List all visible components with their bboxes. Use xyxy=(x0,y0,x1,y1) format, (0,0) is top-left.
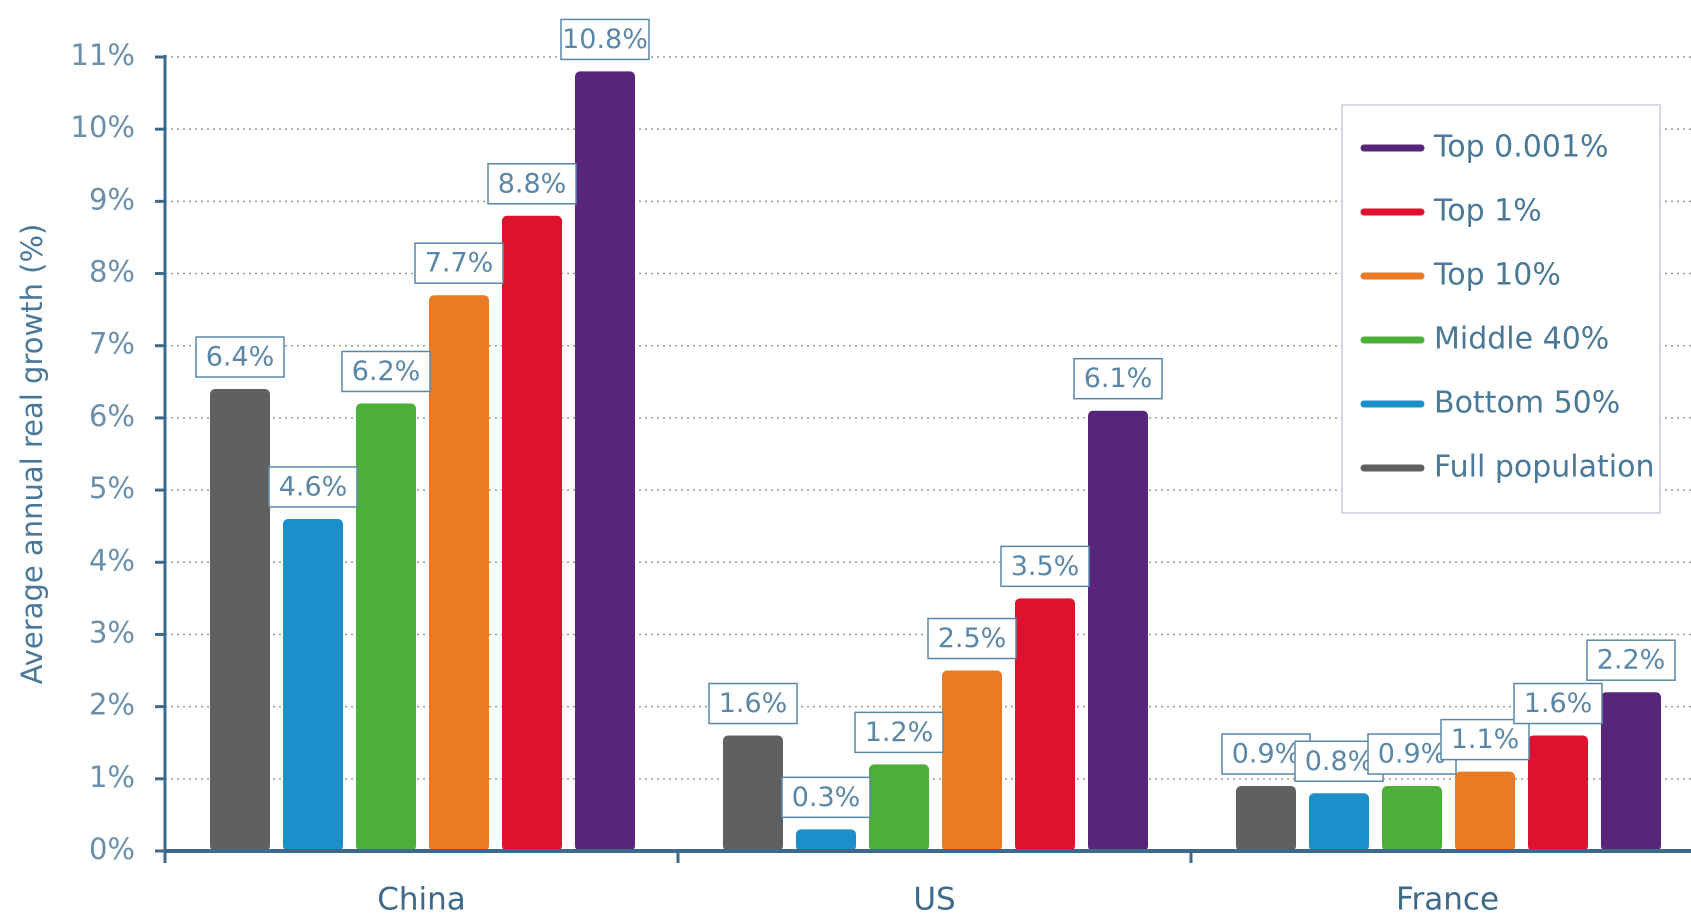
value-label-box xyxy=(195,336,285,378)
bar xyxy=(502,215,562,852)
value-label-box xyxy=(927,617,1017,660)
bar xyxy=(356,403,416,851)
value-label-box xyxy=(1586,639,1676,681)
x-tick-label: US xyxy=(913,882,955,918)
y-tick-label: 3% xyxy=(89,615,135,649)
value-label: 0.8% xyxy=(1305,746,1374,777)
x-tick-label: France xyxy=(1396,882,1499,918)
bar xyxy=(723,735,783,851)
value-label-box xyxy=(341,350,431,393)
value-label-box xyxy=(560,18,650,61)
value-label-box xyxy=(708,682,798,725)
value-label: 6.1% xyxy=(1084,363,1153,394)
legend-label: Top 0.001% xyxy=(1433,130,1609,165)
value-label: 1.1% xyxy=(1451,724,1520,755)
bar xyxy=(210,389,270,851)
value-label: 1.6% xyxy=(1524,688,1593,719)
y-tick-label: 2% xyxy=(89,688,135,722)
value-label: 6.4% xyxy=(206,342,275,373)
value-label-box xyxy=(1073,357,1163,400)
x-tick-label: China xyxy=(377,882,466,918)
legend-label: Top 1% xyxy=(1433,194,1542,229)
bar xyxy=(429,295,489,851)
legend-label: Middle 40% xyxy=(1434,322,1609,357)
legend-label: Full population xyxy=(1434,450,1654,485)
value-label-box xyxy=(781,776,871,819)
y-axis-label: Average annual real growth (%) xyxy=(15,224,49,685)
bar xyxy=(796,829,856,851)
value-label: 6.2% xyxy=(352,356,421,387)
bar xyxy=(1236,786,1296,851)
value-label-box xyxy=(268,466,358,508)
value-label: 2.5% xyxy=(938,623,1007,654)
bar xyxy=(1455,771,1515,851)
bar xyxy=(1601,692,1661,851)
bar xyxy=(575,71,635,852)
value-label-box xyxy=(1513,682,1603,725)
value-label-box xyxy=(487,163,577,205)
bar xyxy=(942,670,1002,851)
bar xyxy=(283,518,343,851)
y-tick-label: 5% xyxy=(89,471,135,505)
bar xyxy=(869,764,929,851)
bar xyxy=(1015,598,1075,851)
value-label: 1.2% xyxy=(865,717,934,748)
legend-box xyxy=(1341,104,1661,514)
y-tick-label: 4% xyxy=(89,543,135,577)
bar xyxy=(1309,793,1369,851)
value-label: 8.8% xyxy=(498,168,567,199)
value-label-box xyxy=(1440,718,1530,761)
value-label: 3.5% xyxy=(1011,551,1080,582)
value-label: 1.6% xyxy=(719,688,788,719)
y-tick-label: 9% xyxy=(89,182,135,216)
bar xyxy=(1088,410,1148,851)
value-label: 0.9% xyxy=(1378,739,1447,770)
value-label-box xyxy=(1000,545,1090,588)
y-tick-label: 10% xyxy=(71,110,135,144)
legend-label: Top 10% xyxy=(1433,258,1561,293)
value-label: 7.7% xyxy=(425,248,494,279)
y-tick-label: 8% xyxy=(89,255,135,289)
value-label-box xyxy=(854,711,944,754)
bar xyxy=(1382,786,1442,851)
value-label-box xyxy=(414,242,504,284)
y-tick-label: 1% xyxy=(89,760,135,794)
y-tick-label: 0% xyxy=(89,832,135,866)
bar xyxy=(1528,735,1588,851)
legend-label: Bottom 50% xyxy=(1434,386,1620,421)
y-tick-label: 7% xyxy=(89,327,135,361)
y-tick-label: 11% xyxy=(71,38,135,72)
y-tick-label: 6% xyxy=(89,399,135,433)
value-label: 2.2% xyxy=(1597,645,1666,676)
value-label: 0.9% xyxy=(1232,739,1301,770)
value-label: 4.6% xyxy=(279,471,348,502)
value-label: 10.8% xyxy=(562,24,648,55)
value-label: 0.3% xyxy=(792,782,861,813)
